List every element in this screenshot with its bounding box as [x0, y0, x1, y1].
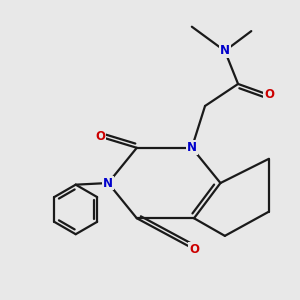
Text: N: N: [220, 44, 230, 57]
Text: O: O: [264, 88, 274, 101]
Text: N: N: [187, 141, 197, 154]
Text: N: N: [103, 176, 113, 190]
Text: O: O: [189, 243, 199, 256]
Text: O: O: [95, 130, 106, 143]
